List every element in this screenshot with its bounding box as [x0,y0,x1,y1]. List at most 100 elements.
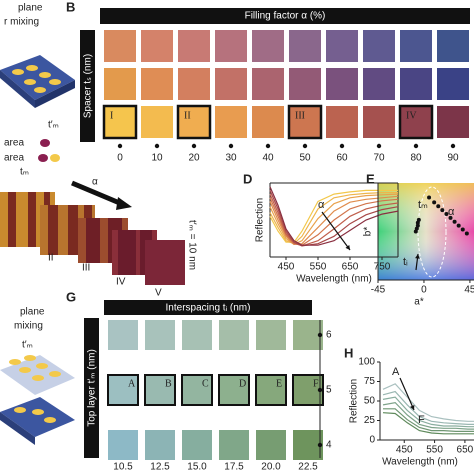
y-axis-label: b* [363,227,374,237]
arrow-head [410,405,415,410]
grid-header: Filling factor α (%) [245,11,326,22]
data-line [269,186,399,246]
color-swatch [107,374,139,406]
column-label: 0 [117,153,123,164]
swatch-marker: A [128,378,136,389]
color-swatch [141,106,173,138]
annotation: A [392,366,400,378]
panel-label: B [66,0,75,14]
panel-label: D [243,171,252,186]
x-tick-label: 450 [278,262,295,273]
color-swatch [256,320,286,350]
data-point [416,217,421,222]
color-swatch [252,68,284,100]
arrow-head [415,254,420,259]
color-swatch [178,30,210,62]
swatch-marker: I [110,110,113,121]
tick-dot [339,143,345,149]
column-label: 15.0 [187,462,207,473]
color-swatch [145,430,175,460]
color-swatch [289,30,321,62]
color-swatch [176,104,212,140]
side-bar [80,30,95,142]
x-tick-label: 650 [457,445,474,456]
grid-header: Interspacing tᵢ (nm) [166,303,251,314]
color-swatch [104,68,136,100]
panel-f-text: t′ₘ [22,340,33,351]
column-label: 80 [410,153,422,164]
data-line [269,189,398,243]
panel-label: G [66,289,76,304]
annotation: α [448,206,455,218]
color-swatch [144,374,176,406]
color-swatch [219,320,249,350]
color-swatch [363,68,395,100]
panel-f-text: mixing [14,321,43,332]
swatch-marker: B [165,378,172,389]
tick-dot [450,143,456,149]
data-line [382,401,474,430]
panel-c-label: V [155,288,162,299]
color-swatch [256,430,286,460]
x-tick-label: -45 [371,285,386,296]
color-swatch [326,30,358,62]
panel-a-text: area [4,153,24,164]
color-swatch [108,430,138,460]
color-swatch [108,320,138,350]
tick-dot [117,143,123,149]
annotation: α [318,199,325,211]
x-tick-label: 550 [310,262,327,273]
panel-c-arrow-label: α [92,177,98,188]
header-bar [100,8,470,24]
x-axis-label: Wavelength (nm) [382,457,458,468]
x-tick-label: 550 [426,445,443,456]
lab-background [378,183,474,280]
y-tick-label: 100 [358,357,375,368]
color-swatch [437,30,469,62]
panel-a-text: area [4,138,24,149]
x-axis-label: a* [414,297,424,308]
color-swatch [145,320,175,350]
data-line [382,383,474,422]
data-line [382,412,474,435]
y-tick-label: 25 [364,415,376,426]
swatch-marker: II [184,110,191,121]
data-point [436,204,441,209]
annotation: F [418,414,425,426]
panel-a-drawing [0,55,75,162]
data-point [448,215,453,220]
data-line [269,193,399,247]
color-swatch [141,30,173,62]
data-line [269,193,399,246]
column-label: 40 [262,153,274,164]
color-swatch [252,30,284,62]
tick-dot [265,143,271,149]
data-point [440,208,445,213]
panel-f-drawing [0,355,75,445]
y-axis-label: Reflection [255,198,266,242]
x-tick-label: 650 [342,262,359,273]
panel-label: E [366,171,375,186]
color-swatch [289,68,321,100]
row-label: 4 [326,440,332,451]
grid-ylabel: Spacer tₛ (nm) [83,54,94,118]
y-tick-label: 50 [364,396,376,407]
x-axis-label: Wavelength (nm) [296,274,372,285]
color-swatch [215,30,247,62]
x-tick-label: 45 [464,285,474,296]
color-swatch [363,106,395,138]
annotation-arrow [399,377,415,411]
data-point [452,219,457,224]
color-swatch [255,374,287,406]
column-label: 20.0 [261,462,281,473]
tick-dot [317,387,323,393]
swatch-marker: F [313,378,319,389]
panel-c-label: IV [116,277,126,288]
column-label: 90 [447,153,459,164]
panel-a-text: r mixing [4,17,39,28]
panel-c-drawing [0,180,185,285]
column-label: 30 [225,153,237,164]
color-swatch [326,68,358,100]
data-line [382,396,474,428]
panel-c-thickness: t′ₘ = 10 nm [186,220,197,270]
